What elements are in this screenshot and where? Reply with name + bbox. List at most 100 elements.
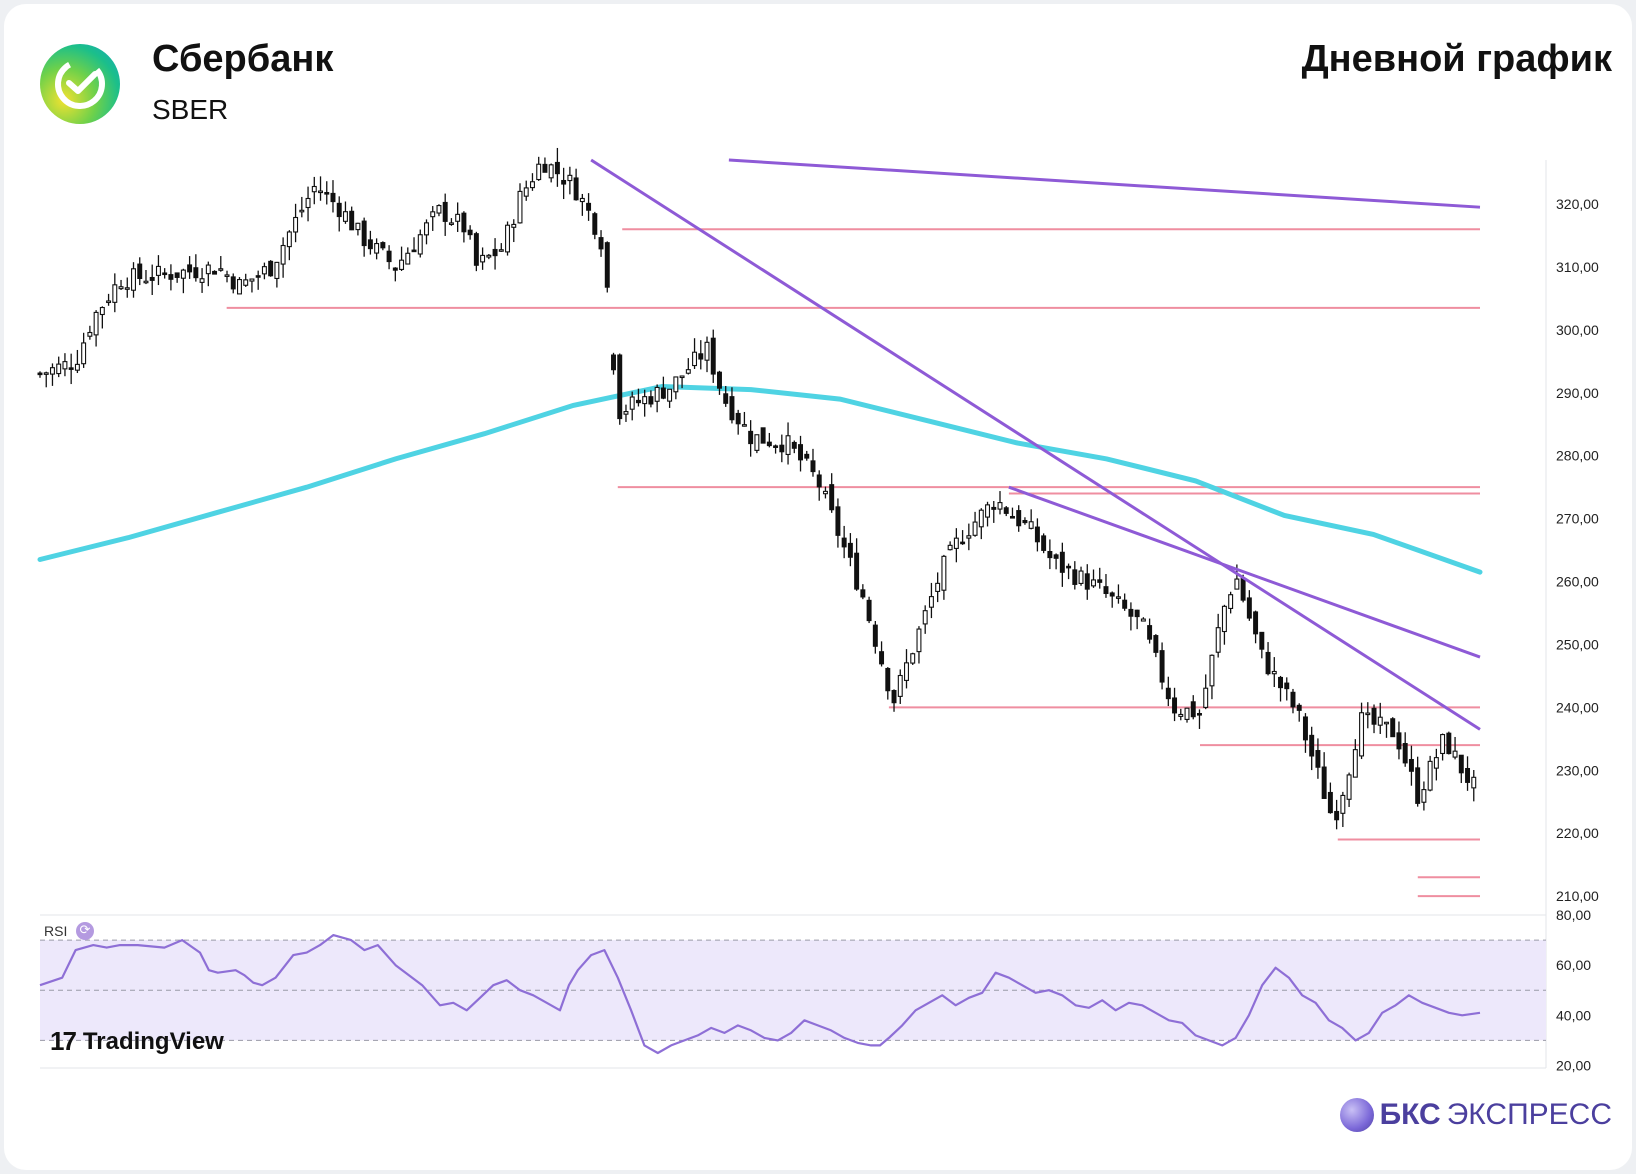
candle-body <box>417 234 423 255</box>
candle-body <box>249 278 255 282</box>
candle-body <box>355 222 361 231</box>
candle-body <box>598 237 604 250</box>
candle-body <box>218 268 224 271</box>
rsi-tick-label: 60,00 <box>1556 957 1591 973</box>
candle-body <box>424 222 429 236</box>
rsi-line <box>39 934 1481 1055</box>
price-tick-label: 260,00 <box>1556 574 1599 590</box>
candle-body <box>1128 608 1134 617</box>
candle-body <box>168 274 174 280</box>
candle-body <box>1003 507 1009 514</box>
candle-body <box>1452 750 1458 758</box>
price-tick-label: 210,00 <box>1556 888 1599 904</box>
candle-body <box>399 259 405 270</box>
candle-body <box>623 411 629 415</box>
bks-express-brand: БКС ЭКСПРЕСС <box>1339 1098 1612 1132</box>
candle-body <box>660 387 666 399</box>
candle-body <box>361 220 367 247</box>
candle-body <box>380 242 386 249</box>
candle-body <box>280 244 286 265</box>
candle-body <box>1066 565 1072 569</box>
candle-body <box>1215 627 1221 653</box>
candle-body <box>904 662 909 681</box>
candle-body <box>1041 535 1047 551</box>
candle-body <box>1196 713 1202 716</box>
candle-body <box>230 276 236 290</box>
price-tick-label: 230,00 <box>1556 762 1599 778</box>
candle-body <box>810 460 816 473</box>
candle-body <box>1103 586 1109 595</box>
candle-body <box>1147 625 1153 640</box>
candle-body <box>1047 551 1053 559</box>
candle-body <box>829 484 835 511</box>
candle-body <box>1028 521 1034 529</box>
candle-body <box>1402 742 1408 764</box>
candle-body <box>554 161 560 175</box>
candle-body <box>791 441 797 449</box>
candle-body <box>592 213 598 235</box>
rsi-refresh-icon[interactable]: ⟳ <box>76 922 94 940</box>
candle-body <box>1097 579 1103 583</box>
candle-body <box>1321 766 1327 799</box>
candle-body <box>804 453 810 459</box>
candle-body <box>467 229 473 236</box>
candle-body <box>1340 794 1346 814</box>
candle-body <box>679 375 685 379</box>
candle-body <box>1159 650 1165 683</box>
candle-body <box>1371 707 1377 725</box>
bks-logo-icon <box>1339 1098 1374 1132</box>
candle-body <box>1072 569 1078 585</box>
candle-body <box>542 163 548 173</box>
candle-body <box>1134 609 1140 618</box>
candle-body <box>922 610 928 625</box>
candle-body <box>386 250 392 263</box>
candle-body <box>162 272 168 276</box>
candle-body <box>667 388 673 402</box>
candle-body <box>529 181 535 189</box>
candle-body <box>654 386 660 402</box>
candle-body <box>180 269 186 279</box>
candle-body <box>1433 757 1439 769</box>
candle-body <box>367 239 373 250</box>
candle-body <box>224 274 230 277</box>
candle-body <box>854 552 860 590</box>
candle-body <box>785 435 791 456</box>
candle-body <box>1346 774 1352 800</box>
candle-body <box>193 267 199 279</box>
candle-body <box>573 177 579 201</box>
candle-body <box>604 242 610 288</box>
candle-body <box>1427 760 1433 791</box>
candle-body <box>37 372 43 376</box>
candle-body <box>1271 670 1277 675</box>
candle-body <box>960 541 966 545</box>
candle-body <box>978 509 984 528</box>
candle-body <box>741 424 747 427</box>
candle-body <box>155 265 161 276</box>
rsi-tick-label: 80,00 <box>1556 907 1591 923</box>
candle-body <box>891 689 897 704</box>
candle-body <box>118 286 124 290</box>
candle-body <box>723 393 729 404</box>
candle-body <box>1228 594 1234 609</box>
candle-body <box>748 430 754 445</box>
candle-body <box>1471 776 1477 789</box>
candle-body <box>1396 732 1402 750</box>
candle-body <box>1309 734 1315 757</box>
candle-body <box>1234 578 1240 590</box>
candle-body <box>1253 611 1259 635</box>
candle-body <box>448 222 454 225</box>
candle-body <box>56 363 62 375</box>
candle-body <box>374 243 380 254</box>
candle-body <box>1377 716 1383 726</box>
candle-body <box>81 342 87 365</box>
candle-body <box>311 185 317 193</box>
candle-body <box>473 233 479 266</box>
candle-body <box>336 202 342 218</box>
candle-body <box>561 179 567 185</box>
candle-body <box>1084 573 1090 590</box>
candle-body <box>1390 718 1396 738</box>
candle-body <box>330 192 336 203</box>
candle-body <box>629 396 635 410</box>
price-tick-label: 240,00 <box>1556 699 1599 715</box>
ticker-symbol: SBER <box>152 94 229 125</box>
